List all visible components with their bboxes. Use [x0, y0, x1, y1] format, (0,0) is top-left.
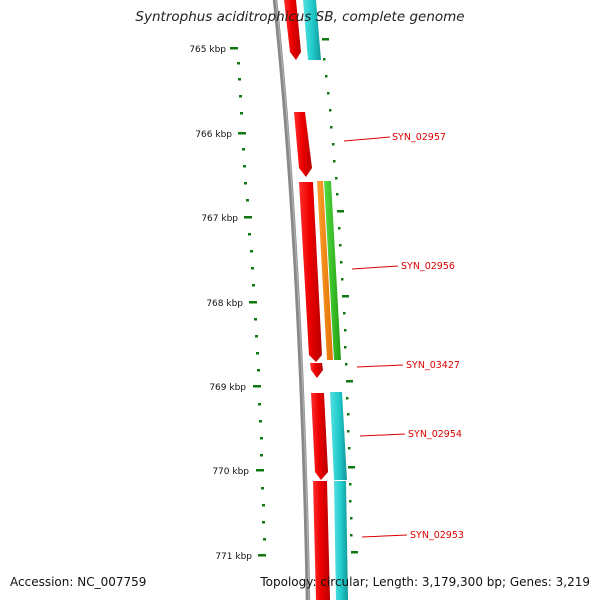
gene-feature-orange[interactable]: [317, 181, 333, 360]
genome-backbone-highlight: [275, 0, 310, 601]
gene-feature-cyan-bottom[interactable]: [334, 481, 348, 600]
gene-label-syn03427[interactable]: SYN_03427: [406, 360, 460, 371]
ruler-label-771: 771 kbp: [215, 552, 252, 562]
gene-feature-red-syn02954[interactable]: [311, 393, 328, 480]
gene-connector-syn02953: [361, 534, 408, 538]
gene-connector-syn02957: [343, 136, 391, 142]
ruler-label-768: 768 kbp: [206, 299, 243, 309]
gene-feature-red-syn02953[interactable]: [313, 481, 330, 600]
ruler-label-765: 765 kbp: [189, 45, 226, 55]
gene-feature-red-syn02956[interactable]: [299, 182, 322, 362]
genome-title: Syntrophus aciditrophicus SB, complete g…: [135, 9, 465, 25]
gene-feature-red-syn03427[interactable]: [310, 363, 323, 378]
gene-label-syn02956[interactable]: SYN_02956: [401, 261, 455, 272]
topology-text: Topology: circular; Length: 3,179,300 bp…: [260, 575, 590, 589]
ruler-label-770: 770 kbp: [212, 467, 249, 477]
gene-label-syn02957[interactable]: SYN_02957: [392, 132, 446, 143]
gene-connector-syn02954: [359, 433, 406, 437]
gene-connector-syn02956: [351, 265, 399, 270]
gene-connector-syn03427: [356, 364, 404, 368]
gene-feature-cyan-mid[interactable]: [330, 392, 347, 480]
gene-label-syn02954[interactable]: SYN_02954: [408, 429, 462, 440]
ruler-label-769: 769 kbp: [209, 383, 246, 393]
gene-feature-green[interactable]: [324, 181, 341, 360]
genome-backbone: [272, 0, 311, 601]
ruler-label-767: 767 kbp: [201, 214, 238, 224]
ruler-label-766: 766 kbp: [195, 130, 232, 140]
gene-feature-red-top[interactable]: [284, 0, 301, 60]
ruler-ticks: [230, 47, 266, 557]
gene-feature-red-syn02957[interactable]: [294, 112, 312, 177]
accession-text: Accession: NC_007759: [10, 575, 147, 589]
gene-label-syn02953[interactable]: SYN_02953: [410, 530, 464, 541]
gene-feature-cyan-top[interactable]: [303, 0, 321, 60]
feature-dash-track: [322, 38, 358, 554]
